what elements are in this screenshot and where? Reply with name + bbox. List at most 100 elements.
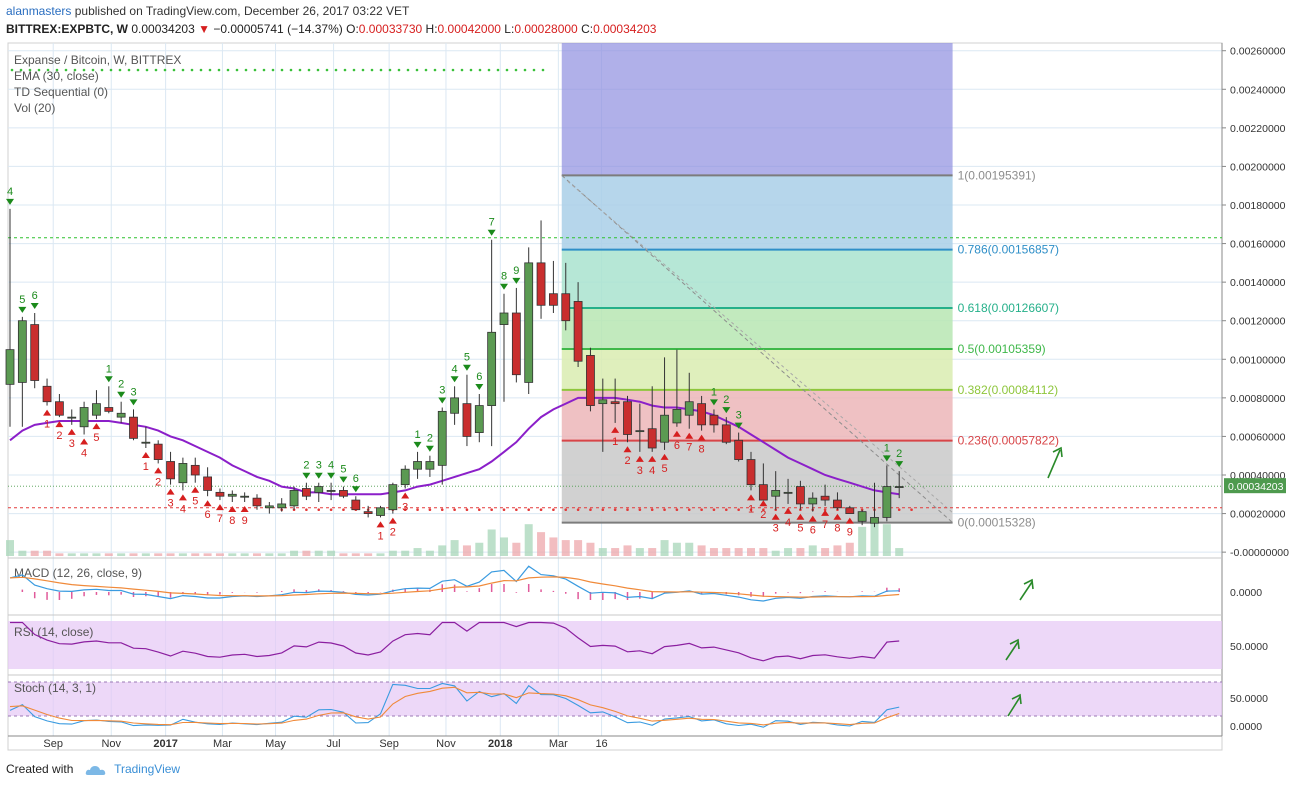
- td-support-dot: [762, 508, 765, 512]
- macd-signal-line: [9, 576, 900, 598]
- td-down-arrow-icon: [6, 198, 14, 205]
- volume-bar: [339, 553, 348, 556]
- candle: [437, 407, 447, 485]
- td-setup-dot: [451, 68, 455, 72]
- annotation-arrow-icon: [1047, 449, 1061, 479]
- volume-bar: [302, 550, 311, 556]
- td-count-label: 3: [773, 523, 779, 535]
- stoch-tick-label: 50.0000: [1230, 693, 1268, 705]
- macd-line: [9, 565, 900, 602]
- volume-bar: [524, 524, 533, 556]
- td-up-arrow-icon: [697, 434, 706, 441]
- td-count-label: 9: [242, 515, 248, 527]
- td-count-label: 1: [143, 461, 149, 473]
- td-count-label: 3: [167, 498, 173, 510]
- candle-body: [684, 401, 694, 416]
- td-count-label: 5: [19, 294, 25, 306]
- td-support-dot: [564, 508, 568, 512]
- candle: [499, 293, 509, 402]
- td-down-arrow-icon: [327, 472, 336, 479]
- td-count-label: 4: [7, 186, 13, 198]
- rsi-legend: RSI (14, close): [14, 625, 93, 639]
- td-count-label: 6: [32, 290, 38, 302]
- tradingview-link[interactable]: TradingView: [114, 762, 181, 776]
- candle: [42, 378, 52, 406]
- td-down-arrow-icon: [30, 303, 39, 309]
- td-setup-dot: [154, 68, 158, 72]
- candle: [363, 505, 373, 518]
- legend-indicator: EMA (30, close): [14, 69, 99, 83]
- candle: [116, 401, 126, 423]
- volume-bar: [882, 524, 891, 556]
- candle: [289, 486, 299, 510]
- candle-body: [178, 463, 188, 484]
- td-up-arrow-icon: [240, 506, 249, 512]
- volume-bar: [228, 553, 237, 556]
- td-support-dot: [329, 508, 333, 512]
- td-setup-dot: [361, 68, 365, 72]
- td-down-arrow-icon: [882, 455, 891, 462]
- candle-body: [264, 505, 274, 509]
- td-count-label: 4: [649, 465, 655, 477]
- candle-body: [796, 486, 805, 505]
- candle-body: [660, 414, 669, 443]
- td-count-label: 8: [501, 271, 507, 283]
- td-up-arrow-icon: [821, 509, 830, 516]
- annotation-arrow-icon: [1005, 638, 1020, 661]
- td-count-label: 3: [439, 385, 445, 397]
- candle-body: [820, 495, 830, 501]
- td-setup-dot: [433, 68, 437, 72]
- td-setup-dot: [28, 68, 32, 72]
- candle-body: [511, 312, 521, 376]
- volume-bar: [265, 553, 274, 556]
- td-setup-dot: [181, 68, 185, 72]
- candle: [598, 378, 608, 452]
- candle: [17, 316, 27, 427]
- td-down-arrow-icon: [895, 461, 904, 468]
- td-count-label: 2: [624, 455, 630, 467]
- down-arrow-icon: ▼: [198, 22, 210, 36]
- candle: [870, 482, 879, 528]
- td-down-arrow-icon: [129, 399, 138, 406]
- candle: [351, 496, 361, 511]
- td-setup-dot: [91, 68, 95, 72]
- candle: [833, 492, 842, 510]
- annotation-arrow-icon: [1052, 446, 1063, 458]
- volume-bar: [895, 548, 904, 556]
- candle-body: [536, 262, 546, 306]
- y-tick-label: 0.00120000: [1230, 316, 1286, 328]
- volume-bar: [635, 548, 644, 556]
- td-support-dot: [897, 508, 901, 512]
- td-up-arrow-icon: [141, 452, 150, 458]
- annotation-arrow-icon: [1007, 693, 1022, 717]
- y-tick-label: 0.00200000: [1230, 161, 1286, 173]
- volume-bar: [487, 529, 496, 556]
- td-up-arrow-icon: [67, 428, 76, 435]
- td-count-label: 2: [118, 379, 124, 391]
- td-setup-dot: [415, 68, 419, 72]
- td-count-label: 2: [723, 394, 729, 406]
- candle: [610, 378, 620, 423]
- td-up-arrow-icon: [191, 486, 200, 493]
- td-support-dot: [552, 508, 555, 512]
- td-count-label: 7: [822, 519, 828, 531]
- td-count-label: 1: [44, 419, 50, 431]
- candle: [684, 372, 694, 429]
- td-count-label: 1: [884, 442, 890, 454]
- td-support-dot: [687, 508, 691, 512]
- candle-body: [388, 484, 398, 511]
- td-count-label: 3: [316, 460, 322, 472]
- volume-bar: [364, 553, 373, 556]
- candle: [721, 417, 731, 445]
- volume-bar: [845, 542, 854, 556]
- candle-body: [129, 416, 138, 439]
- volume-bar: [351, 553, 360, 556]
- chart-area[interactable]: Sep Nov 2017 Mar May Jul Sep Nov 2018 Mar 160.0026…: [0, 0, 1300, 760]
- volume-bar: [747, 548, 755, 556]
- td-support-dot: [650, 508, 654, 512]
- author-link[interactable]: alanmasters: [6, 4, 72, 18]
- volume-bar: [376, 553, 385, 556]
- candle-body: [240, 495, 250, 498]
- td-support-dot: [589, 508, 592, 512]
- volume-bar: [500, 537, 508, 556]
